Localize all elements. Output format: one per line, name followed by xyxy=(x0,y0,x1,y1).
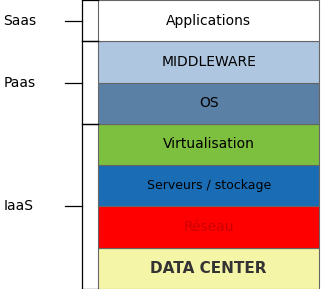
Bar xyxy=(98,165,319,206)
Bar xyxy=(98,0,319,41)
Bar xyxy=(98,206,319,248)
Text: Paas: Paas xyxy=(3,75,36,90)
Text: Virtualisation: Virtualisation xyxy=(163,138,255,151)
Text: DATA CENTER: DATA CENTER xyxy=(150,261,267,276)
Bar xyxy=(98,248,319,289)
Text: IaaS: IaaS xyxy=(3,199,33,214)
Bar xyxy=(98,83,319,124)
Text: Serveurs / stockage: Serveurs / stockage xyxy=(146,179,271,192)
Text: Applications: Applications xyxy=(166,14,251,28)
Bar xyxy=(98,41,319,83)
Text: Saas: Saas xyxy=(3,14,37,28)
Text: Réseau: Réseau xyxy=(184,220,234,234)
Text: MIDDLEWARE: MIDDLEWARE xyxy=(161,55,256,69)
Bar xyxy=(98,124,319,165)
Text: OS: OS xyxy=(199,96,218,110)
